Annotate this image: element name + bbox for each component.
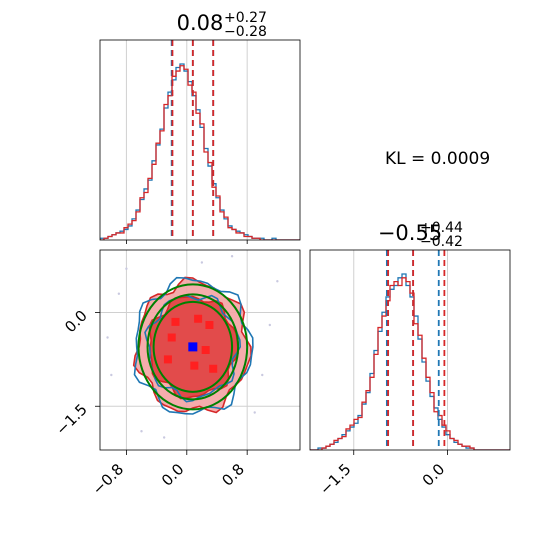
top-left-title: 0.08 xyxy=(177,11,224,35)
panel-top-left: 0.08 +0.27 −0.28 xyxy=(99,10,301,244)
bottom-left-xtick-label-1: 0.0 xyxy=(158,460,188,490)
bottom-right-title-plus: +0.44 xyxy=(420,220,463,236)
bottom-right-xtick-label-0: −1.5 xyxy=(316,460,354,498)
top-left-title-minus: −0.28 xyxy=(224,24,267,40)
top-left-grid xyxy=(125,40,248,240)
panel-bottom-right: −1.5 0.0 −0.55 +0.44 −0.42 xyxy=(309,220,511,499)
bottom-right-quantile-lines xyxy=(385,250,446,450)
bottom-left-contour-1 xyxy=(133,276,254,415)
bottom-left-scatter-point-2 xyxy=(140,430,143,433)
top-left-quantile-lines xyxy=(170,40,215,240)
bottom-left-density-cell-0 xyxy=(171,317,180,326)
bottom-left-scatter-point-4 xyxy=(110,373,113,377)
bottom-left-ytick-label-1: −1.5 xyxy=(52,400,90,438)
top-left-hist-series-1 xyxy=(100,65,300,240)
bottom-left-gaussian-fit-1 xyxy=(146,293,240,401)
bottom-left-scatter-point-7 xyxy=(162,436,166,439)
bottom-left-frame xyxy=(99,249,301,451)
top-left-title-plus: +0.27 xyxy=(224,10,267,26)
bottom-left-ytick-label-0: 0.0 xyxy=(61,307,91,337)
bottom-left-density-cell-4 xyxy=(201,346,210,354)
bottom-left-density-cell-6 xyxy=(190,361,199,370)
bottom-left-scatter-point-0 xyxy=(117,292,121,295)
top-left-histograms xyxy=(100,63,300,240)
bottom-left-scatter-point-1 xyxy=(268,323,272,327)
bottom-left-density-cell-7 xyxy=(209,364,218,373)
bottom-left-scatter-point-3 xyxy=(253,411,256,414)
bottom-right-title-minus: −0.42 xyxy=(420,234,463,250)
bottom-left-xtick-label-2: 0.8 xyxy=(218,460,248,490)
bottom-left-scatter-point-8 xyxy=(261,373,264,377)
panel-bottom-left: −0.8 0.0 0.8 0.0 −1.5 xyxy=(52,249,301,499)
bottom-right-hist-series-0 xyxy=(310,273,510,450)
bottom-left-density-cell-2 xyxy=(205,321,214,329)
bottom-left-scatter-point-10 xyxy=(230,255,234,258)
bottom-left-scatter-point-6 xyxy=(200,261,204,264)
bottom-left-scatter-point-11 xyxy=(106,336,109,339)
bottom-left-density-cell-5 xyxy=(163,355,172,364)
bottom-left-density-cell-3 xyxy=(167,333,176,342)
bottom-left-scatter-point-9 xyxy=(125,267,128,270)
bottom-left-xtick-label-0: −0.8 xyxy=(89,460,127,498)
bottom-right-xtick-label-1: 0.0 xyxy=(419,460,449,490)
bottom-left-point-estimate xyxy=(188,342,198,352)
top-left-ticks xyxy=(126,240,248,244)
top-left-frame xyxy=(99,39,301,241)
bottom-left-contour-3 xyxy=(144,294,242,403)
bottom-right-ticks: −1.5 0.0 xyxy=(316,450,448,499)
bottom-right-histograms xyxy=(310,273,510,450)
top-left-hist-series-0 xyxy=(100,63,300,240)
bottom-left-contours xyxy=(106,255,279,439)
bottom-right-grid xyxy=(353,250,448,450)
bottom-left-scatter-point-5 xyxy=(276,280,279,283)
kl-annotation: KL = 0.0009 xyxy=(385,149,490,169)
bottom-left-gaussian-fit-2 xyxy=(152,300,234,393)
bottom-right-frame xyxy=(309,249,511,451)
top-left-title-value: 0.08 xyxy=(177,11,224,35)
bottom-right-title: −0.55 xyxy=(378,221,442,245)
bottom-left-density-cell-1 xyxy=(194,314,203,323)
bottom-right-title-value: −0.55 xyxy=(378,221,442,245)
bottom-right-hist-series-1 xyxy=(310,277,510,450)
bottom-left-gaussian-fit-0 xyxy=(137,283,249,411)
